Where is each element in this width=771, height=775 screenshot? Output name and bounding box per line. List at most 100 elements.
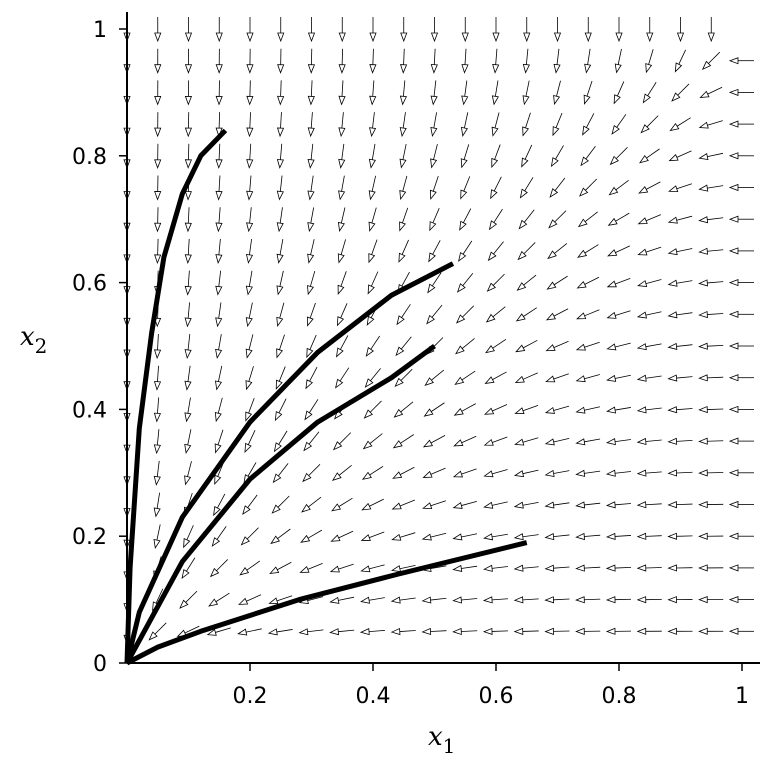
field-arrow-head xyxy=(669,375,677,381)
field-arrow-head xyxy=(523,96,529,104)
field-arrow-shaft xyxy=(431,435,445,443)
field-arrow-shaft xyxy=(188,366,190,382)
field-arrow-head xyxy=(247,223,253,231)
field-arrow-head xyxy=(486,346,494,353)
field-arrow-shaft xyxy=(554,471,570,474)
field-arrow-shaft xyxy=(585,212,598,222)
field-arrow-head xyxy=(185,476,191,484)
field-arrow-head xyxy=(730,502,738,508)
field-arrow-head xyxy=(154,539,160,547)
field-arrow-shaft xyxy=(648,82,657,96)
field-arrow-shaft xyxy=(525,145,532,160)
field-arrow-shaft xyxy=(250,144,251,160)
field-arrow-head xyxy=(397,316,404,324)
field-arrow-head xyxy=(554,96,560,104)
field-arrow-head xyxy=(583,126,589,134)
field-arrow-shaft xyxy=(677,281,693,284)
field-arrow-shaft xyxy=(555,178,565,191)
field-arrow-head xyxy=(339,33,345,41)
field-arrow-head xyxy=(273,474,280,482)
field-arrow-shaft xyxy=(523,535,539,537)
field-arrow-shaft xyxy=(584,599,600,600)
x-tick-label: 0.6 xyxy=(479,684,514,709)
field-arrow-shaft xyxy=(523,308,536,317)
field-arrow-shaft xyxy=(311,144,313,160)
field-arrow-head xyxy=(607,439,615,445)
field-arrow-shaft xyxy=(554,599,570,600)
field-arrow-shaft xyxy=(523,405,538,410)
field-arrow-head xyxy=(638,281,647,287)
field-arrow-head xyxy=(524,33,530,41)
field-arrow-shaft xyxy=(280,176,282,192)
field-arrow-head xyxy=(516,377,525,383)
field-arrow-shaft xyxy=(434,144,438,160)
field-arrow-shaft xyxy=(615,439,631,441)
field-arrow-shaft xyxy=(403,112,405,128)
field-arrow-shaft xyxy=(677,409,693,410)
field-arrow-shaft xyxy=(556,113,562,128)
field-arrow-shaft xyxy=(371,272,377,287)
field-arrow-head xyxy=(339,65,345,73)
x-tick-label: 0.4 xyxy=(356,684,391,709)
field-arrow-head xyxy=(247,33,253,41)
field-arrow-head xyxy=(247,191,253,199)
field-arrow-shaft xyxy=(249,303,252,319)
field-arrow-head xyxy=(455,409,463,415)
field-arrow-head xyxy=(339,159,345,167)
field-arrow-head xyxy=(487,315,495,322)
field-arrow-shaft xyxy=(186,558,195,572)
field-arrow-head xyxy=(730,248,738,254)
field-arrow-head xyxy=(277,349,283,358)
field-arrow-shaft xyxy=(310,335,316,350)
field-arrow-shaft xyxy=(461,566,477,568)
field-arrow-shaft xyxy=(219,302,221,318)
field-arrow-head xyxy=(428,284,435,292)
field-arrow-head xyxy=(484,502,492,508)
field-arrow-head xyxy=(516,345,524,351)
field-arrow-shaft xyxy=(433,176,438,191)
field-arrow-shaft xyxy=(464,176,470,191)
field-arrow-head xyxy=(361,597,369,603)
field-arrow-shaft xyxy=(340,335,348,349)
field-arrow-shaft xyxy=(188,302,189,318)
field-arrow-shaft xyxy=(584,535,600,536)
field-arrow-head xyxy=(215,444,221,453)
field-arrow-shaft xyxy=(646,376,662,378)
field-arrow-head xyxy=(370,33,376,41)
field-arrow-head xyxy=(638,533,646,539)
field-arrow-shaft xyxy=(615,407,631,410)
field-arrow-head xyxy=(669,502,677,508)
field-arrow-head xyxy=(369,222,375,231)
field-arrow-head xyxy=(216,191,222,199)
field-arrow-shaft xyxy=(524,210,534,223)
field-arrow-head xyxy=(730,470,738,476)
field-arrow-shaft xyxy=(556,81,560,96)
field-arrow-shaft xyxy=(677,313,693,315)
field-arrow-shaft xyxy=(187,461,191,476)
field-arrow-shaft xyxy=(462,371,475,380)
field-arrow-head xyxy=(394,410,402,417)
field-arrow-shaft xyxy=(308,530,322,538)
field-arrow-head xyxy=(493,64,499,72)
field-arrow-head xyxy=(577,313,586,319)
field-arrow-head xyxy=(550,189,557,197)
field-arrow-shaft xyxy=(707,186,723,188)
field-arrow-head xyxy=(330,597,338,603)
field-arrow-shaft xyxy=(554,535,570,537)
field-arrow-shaft xyxy=(585,310,600,316)
field-arrow-shaft xyxy=(677,216,692,220)
field-arrow-head xyxy=(638,628,646,634)
field-arrow-shaft xyxy=(677,184,692,189)
field-arrow-shaft xyxy=(309,399,318,412)
field-arrow-shaft xyxy=(157,524,160,540)
y-tick-label: 0.6 xyxy=(72,272,107,297)
field-arrow-head xyxy=(154,381,160,389)
field-arrow-shaft xyxy=(250,176,251,192)
field-arrow-head xyxy=(669,565,677,571)
field-arrow-head xyxy=(155,65,161,73)
field-arrow-shaft xyxy=(463,209,470,223)
field-arrow-shaft xyxy=(158,334,159,350)
field-arrow-shaft xyxy=(584,439,600,442)
field-arrow-head xyxy=(216,96,222,104)
field-arrow-head xyxy=(331,535,340,541)
